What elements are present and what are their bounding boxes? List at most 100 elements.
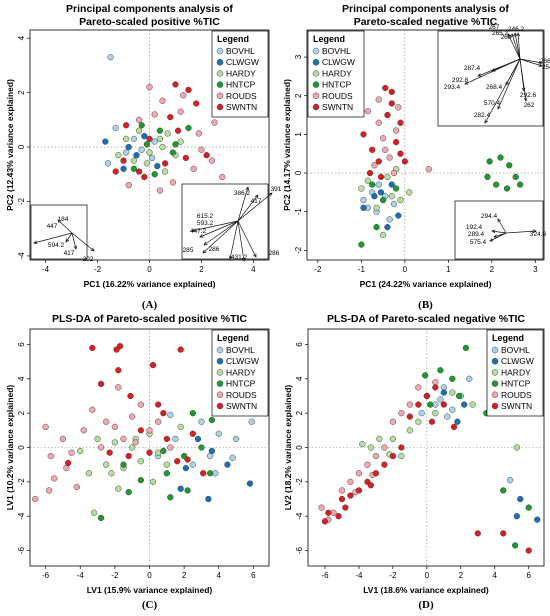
legend-item: SWNTN: [226, 102, 257, 112]
point-swntn: [146, 135, 153, 143]
legend-item: HARDY: [226, 367, 256, 377]
point-swntn: [146, 449, 153, 456]
y-tick-label: -6: [17, 546, 26, 554]
point-hntcp: [427, 401, 434, 408]
point-bovhl: [206, 452, 214, 460]
point-rouds: [375, 96, 382, 103]
y-tick-label: 0: [295, 445, 304, 450]
loading-arrowhead: [228, 255, 233, 260]
point-hardy: [359, 440, 366, 448]
x-tick-label: 1: [446, 265, 451, 274]
loading-arrow: [237, 220, 257, 258]
point-bovhl: [104, 160, 112, 167]
legend-item: CLWGW: [501, 356, 534, 366]
x-tick-label: -4: [355, 571, 363, 580]
x-tick-label: 2: [182, 571, 187, 580]
legend-title: Legend: [217, 333, 249, 343]
point-bovhl: [437, 396, 444, 403]
point-swntn: [125, 452, 132, 460]
point-rouds: [364, 108, 372, 115]
point-hntcp: [184, 487, 191, 494]
y-tick-label: 6: [17, 342, 26, 347]
point-hardy: [432, 410, 439, 417]
loading-label: 447: [47, 223, 58, 230]
legend-marker: [216, 58, 224, 66]
loading-arrow: [484, 58, 521, 124]
point-swntn: [167, 113, 174, 121]
point-rouds: [146, 84, 153, 91]
point-hntcp: [512, 173, 519, 181]
point-swntn: [135, 168, 143, 175]
x-tick-label: -2: [389, 571, 397, 580]
point-rouds: [372, 452, 380, 460]
point-hntcp: [167, 494, 174, 501]
point-hntcp: [358, 241, 365, 248]
point-clwgw: [377, 189, 385, 196]
point-swntn: [398, 444, 405, 451]
point-hntcp: [516, 181, 524, 188]
legend-marker: [491, 369, 499, 376]
point-rouds: [389, 418, 397, 425]
legend-item: BOVHL: [501, 345, 530, 355]
point-rouds: [111, 423, 118, 431]
point-swntn: [500, 530, 507, 537]
point-hntcp: [138, 122, 145, 129]
point-swntn: [160, 410, 167, 417]
point-hntcp: [369, 181, 376, 188]
point-bovhl: [107, 54, 114, 61]
legend-item: ROUDS: [322, 91, 353, 101]
point-swntn: [377, 173, 385, 181]
loading-arrow: [33, 232, 73, 244]
point-clwgw: [388, 181, 395, 188]
chart-subtitle: Pareto-scaled negative %TIC: [354, 16, 498, 28]
loading-arrow: [191, 220, 239, 232]
points: [358, 84, 524, 248]
point-swntn: [432, 384, 439, 391]
point-hntcp: [172, 141, 179, 148]
point-rouds: [211, 119, 218, 126]
loading-label: 575.4: [470, 239, 487, 246]
point-bovhl: [167, 411, 174, 418]
point-swntn: [342, 504, 349, 511]
loading-arrow: [229, 220, 239, 260]
y-tick-label: 2: [295, 410, 304, 415]
point-rouds: [45, 487, 53, 494]
point-hardy: [469, 401, 476, 408]
y-tick-label: -4: [17, 252, 26, 260]
point-rouds: [364, 461, 371, 468]
point-rouds: [73, 483, 80, 491]
loading-arrowhead: [507, 33, 511, 38]
panel-label: (C): [142, 599, 158, 611]
point-rouds: [347, 478, 354, 485]
loading-arrow: [514, 32, 521, 60]
loading-arrowhead: [90, 247, 95, 252]
legend-marker: [312, 81, 320, 88]
point-rouds: [115, 384, 122, 391]
point-bovhl: [418, 410, 425, 417]
point-rouds: [59, 435, 67, 443]
point-bovhl: [466, 375, 473, 382]
point-bovhl: [229, 454, 236, 461]
point-rouds: [89, 406, 96, 413]
point-rouds: [125, 182, 132, 189]
loading-label: 447.2: [190, 228, 207, 235]
point-rouds: [398, 410, 405, 417]
loading-arrowhead: [245, 186, 249, 191]
loading-label: 292.8: [452, 77, 469, 84]
loading-arrow: [203, 220, 239, 246]
legend-item: HARDY: [226, 68, 256, 78]
loading-arrow: [199, 220, 239, 238]
loading-arrowhead: [268, 192, 273, 197]
y-axis-label: PC2 (14.17% variance explained): [282, 79, 292, 211]
loading-arrowhead: [491, 68, 496, 72]
point-bovhl: [148, 154, 156, 162]
loading-arrowhead: [203, 241, 208, 246]
point-hardy: [364, 177, 372, 184]
point-swntn: [127, 392, 134, 400]
point-swntn: [360, 131, 367, 138]
point-hardy: [103, 461, 110, 468]
point-swntn: [203, 152, 210, 159]
